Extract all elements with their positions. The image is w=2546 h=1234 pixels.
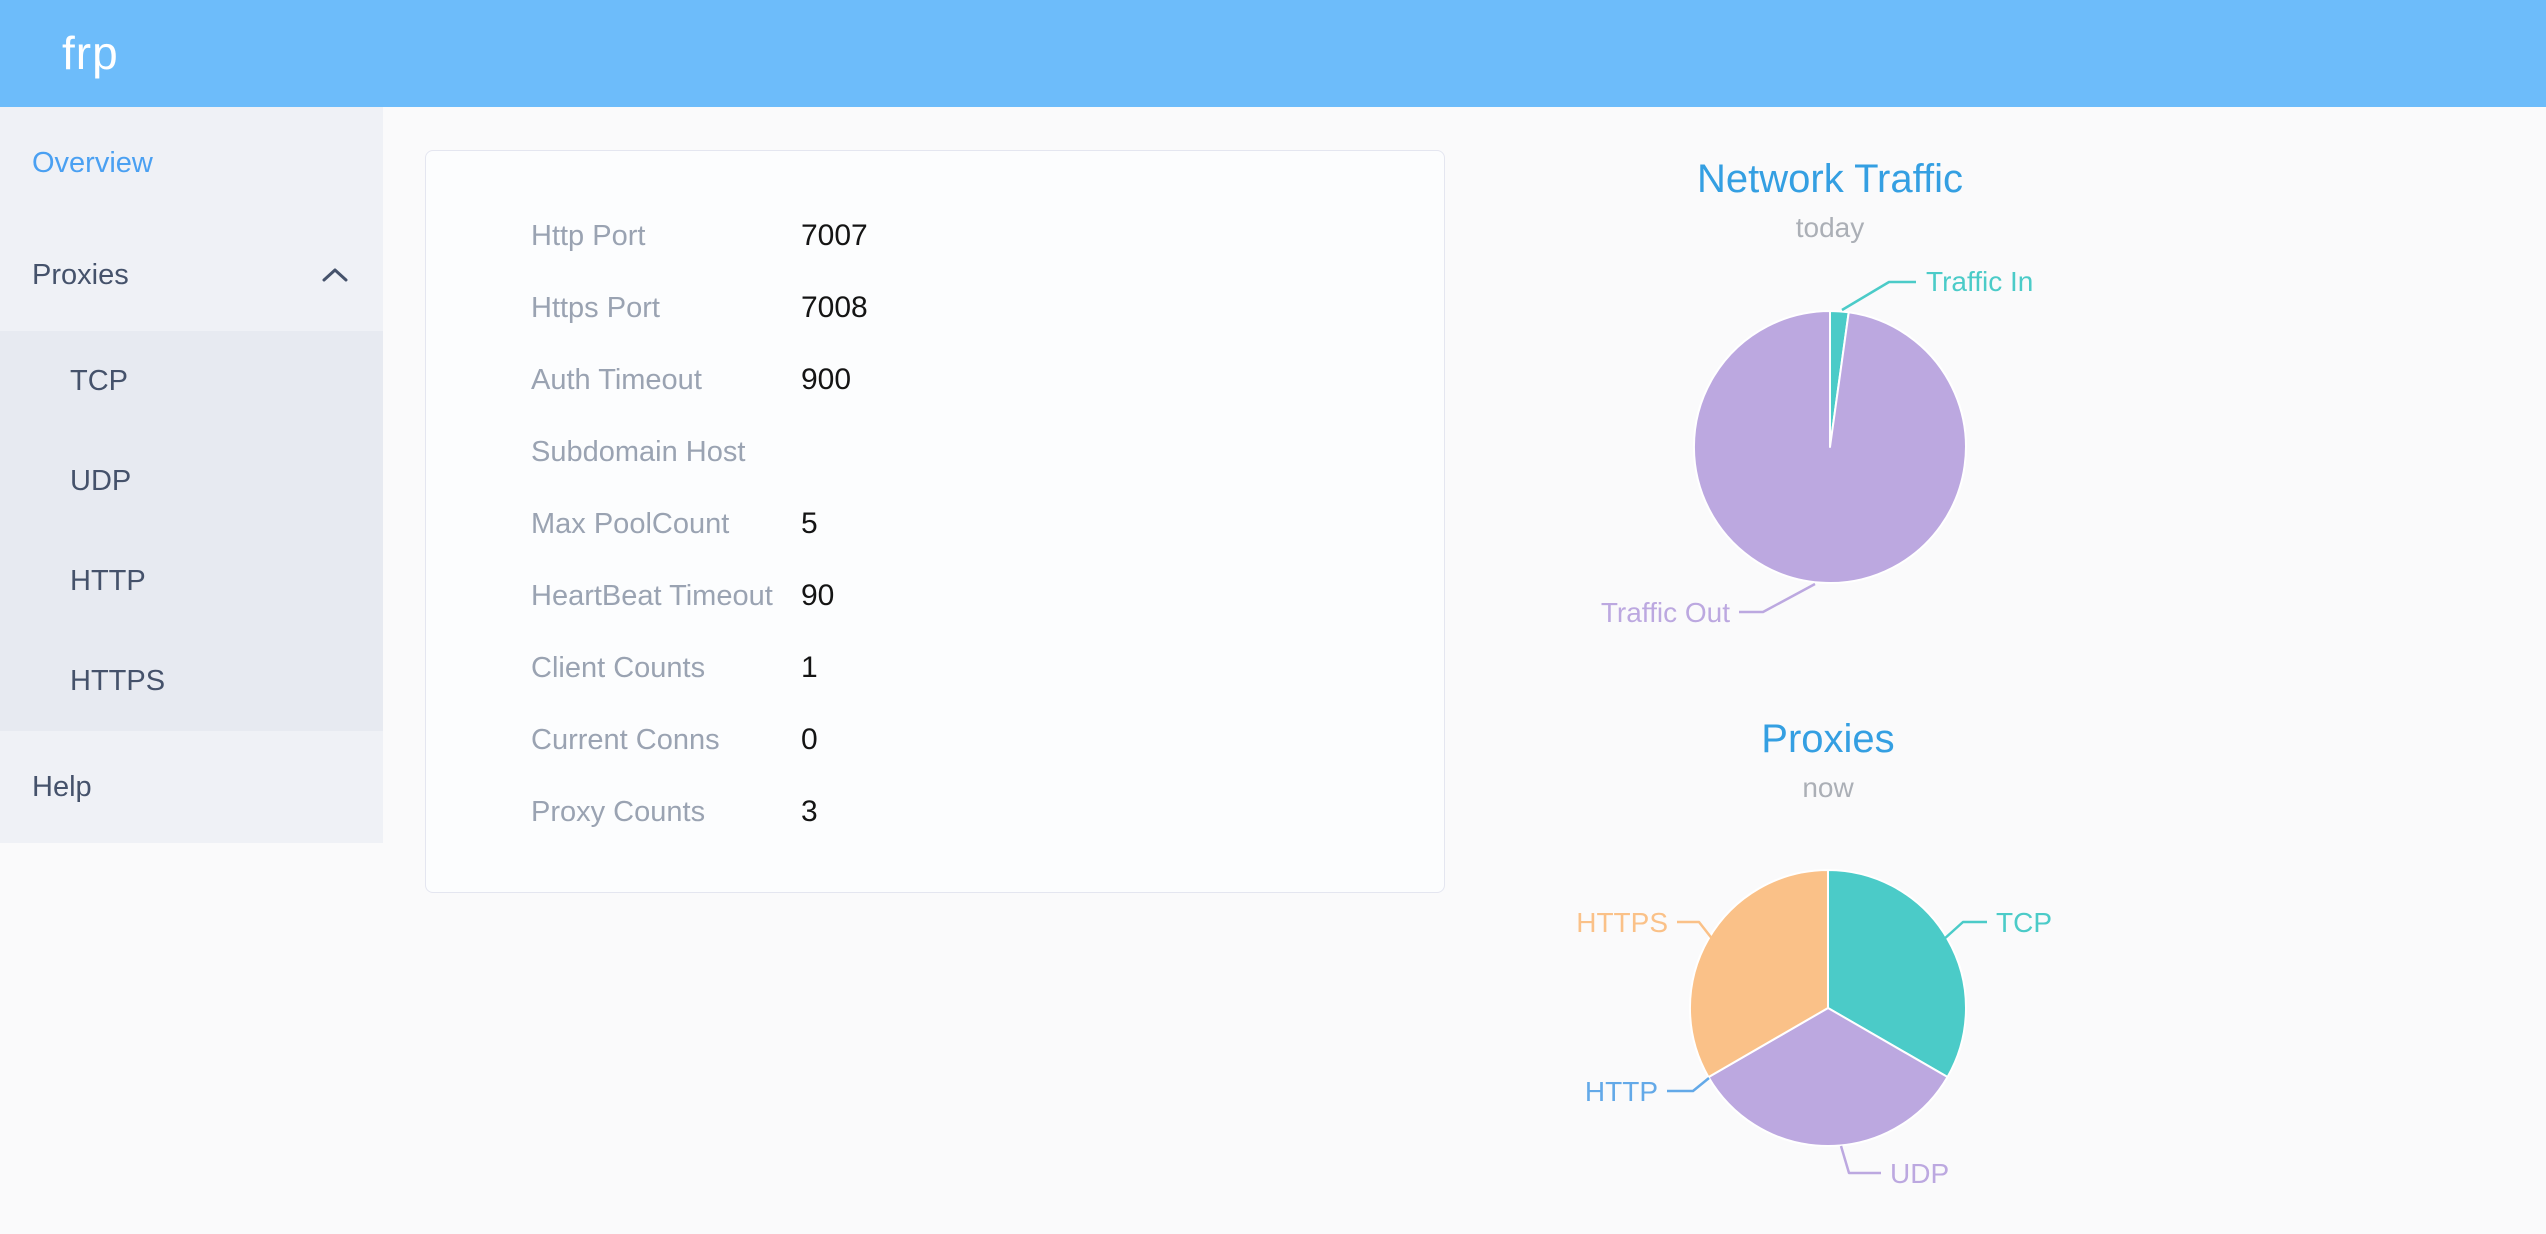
info-row: Client Counts 1 [426,632,1444,704]
info-value: 7007 [801,219,868,252]
info-label: HeartBeat Timeout [531,579,773,612]
info-label: Current Conns [531,723,720,756]
sidebar-item-udp[interactable]: UDP [0,431,383,531]
sidebar-item-help[interactable]: Help [0,731,383,843]
info-value: 900 [801,363,852,396]
network-traffic-chart: Network Traffic today Traffic In Traffic… [1601,157,2034,628]
sidebar-item-label: TCP [70,364,128,397]
pie-slice-https[interactable] [1689,869,1829,1079]
proxies-chart: Proxies now TCP HTTPS HTTP UDP [1576,717,2052,1189]
pie-slice-tcp[interactable] [1827,869,1967,1078]
http-label: HTTP [1585,1076,1658,1107]
pie-slice-traffic-out[interactable] [1692,310,1967,584]
traffic-out-leader-line [1739,582,1816,614]
sidebar-item-label: HTTPS [70,664,166,697]
chart-title: Proxies [1761,717,1894,761]
udp-label: UDP [1890,1158,1949,1189]
info-row: Proxy Counts 3 [426,776,1444,848]
info-label: Subdomain Host [531,435,746,468]
tcp-label: TCP [1996,907,2052,938]
traffic-in-leader-line [1841,280,1916,312]
chart-subtitle: now [1802,772,1854,803]
sidebar-item-label: HTTP [70,564,146,597]
sidebar: Overview Proxies TCP UDP HTTP HTTPS Help [0,107,383,843]
http-leader-line [1667,1077,1710,1093]
proxies-pie [1689,869,1967,1148]
info-value: 7008 [801,291,868,324]
pie-slice-udp[interactable] [1707,1007,1949,1148]
sidebar-item-https[interactable]: HTTPS [0,631,383,731]
info-row: Subdomain Host [426,416,1444,488]
info-value: 0 [801,723,818,756]
info-value: 3 [801,795,818,828]
info-label: Https Port [531,291,660,324]
info-row: Http Port 7007 [426,200,1444,272]
sidebar-item-label: Proxies [32,258,129,291]
server-info-card: Http Port 7007 Https Port 7008 Auth Time… [425,150,1445,893]
sidebar-item-overview[interactable]: Overview [0,107,383,219]
info-value: 90 [801,579,835,612]
traffic-out-label: Traffic Out [1601,597,1730,628]
traffic-in-label: Traffic In [1926,266,2033,297]
info-row: HeartBeat Timeout 90 [426,560,1444,632]
app-header: frp [0,0,2546,107]
sidebar-item-label: UDP [70,464,132,497]
info-label: Proxy Counts [531,795,706,828]
info-row: Https Port 7008 [426,272,1444,344]
chart-title: Network Traffic [1697,157,1963,201]
sidebar-submenu-proxies: TCP UDP HTTP HTTPS [0,331,383,731]
info-label: Max PoolCount [531,507,730,540]
info-row: Max PoolCount 5 [426,488,1444,560]
sidebar-item-label: Overview [32,146,153,179]
info-label: Http Port [531,219,646,252]
info-value: 5 [801,507,818,540]
tcp-leader-line [1942,920,1987,941]
info-label: Client Counts [531,651,706,684]
sidebar-item-label: Help [32,770,92,803]
udp-leader-line [1839,1145,1881,1175]
info-value: 1 [801,651,818,684]
https-leader-line [1677,920,1718,946]
network-traffic-pie [1692,310,1967,584]
chart-subtitle: today [1796,212,1865,243]
app-logo: frp [62,27,119,79]
sidebar-item-proxies[interactable]: Proxies [0,219,383,331]
chevron-up-icon [322,268,348,282]
info-label: Auth Timeout [531,363,702,396]
https-label: HTTPS [1576,907,1668,938]
sidebar-item-http[interactable]: HTTP [0,531,383,631]
sidebar-item-tcp[interactable]: TCP [0,331,383,431]
info-row: Current Conns 0 [426,704,1444,776]
info-row: Auth Timeout 900 [426,344,1444,416]
